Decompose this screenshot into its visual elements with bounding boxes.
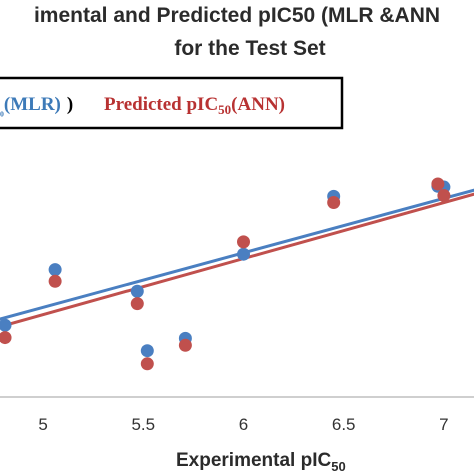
data-point-mlr-2 — [48, 263, 62, 277]
data-point-mlr-4 — [140, 344, 154, 358]
legend-item-ann: Predicted pIC50(ANN) — [104, 94, 285, 117]
trendlines — [0, 188, 474, 329]
data-points — [0, 177, 451, 371]
data-point-ann-8 — [431, 177, 445, 191]
data-point-ann-4 — [140, 357, 154, 371]
data-point-ann-1 — [0, 331, 12, 345]
data-point-ann-7 — [327, 195, 341, 209]
chart-title-line1: imental and Predicted pIC50 (MLR &ANN — [34, 4, 440, 27]
x-axis-label: Experimental pIC50 — [176, 450, 346, 474]
data-point-ann-2 — [48, 274, 62, 288]
data-point-mlr-3 — [130, 284, 144, 298]
data-point-ann-9 — [437, 189, 451, 203]
chart-title-line2: for the Test Set — [174, 37, 325, 60]
x-tick-label-4: 7 — [439, 415, 448, 434]
x-tick-label-1: 5.5 — [131, 415, 155, 434]
trendline-ann — [0, 192, 474, 329]
data-point-mlr-6 — [237, 247, 250, 261]
data-point-ann-5 — [178, 338, 192, 352]
x-tick-label-3: 6.5 — [332, 415, 356, 434]
data-point-ann-6 — [237, 235, 250, 249]
legend: ₀(MLR)) Predicted pIC50(ANN) — [0, 76, 344, 130]
x-tick-labels: 5 5.5 6 6.5 7 — [38, 415, 448, 434]
legend-box — [0, 76, 344, 130]
legend-item-mlr: ₀(MLR)) — [0, 94, 73, 117]
data-point-ann-3 — [130, 297, 144, 311]
data-point-mlr-1 — [0, 318, 12, 332]
x-tick-label-0: 5 — [38, 415, 47, 434]
x-tick-label-2: 6 — [239, 415, 248, 434]
